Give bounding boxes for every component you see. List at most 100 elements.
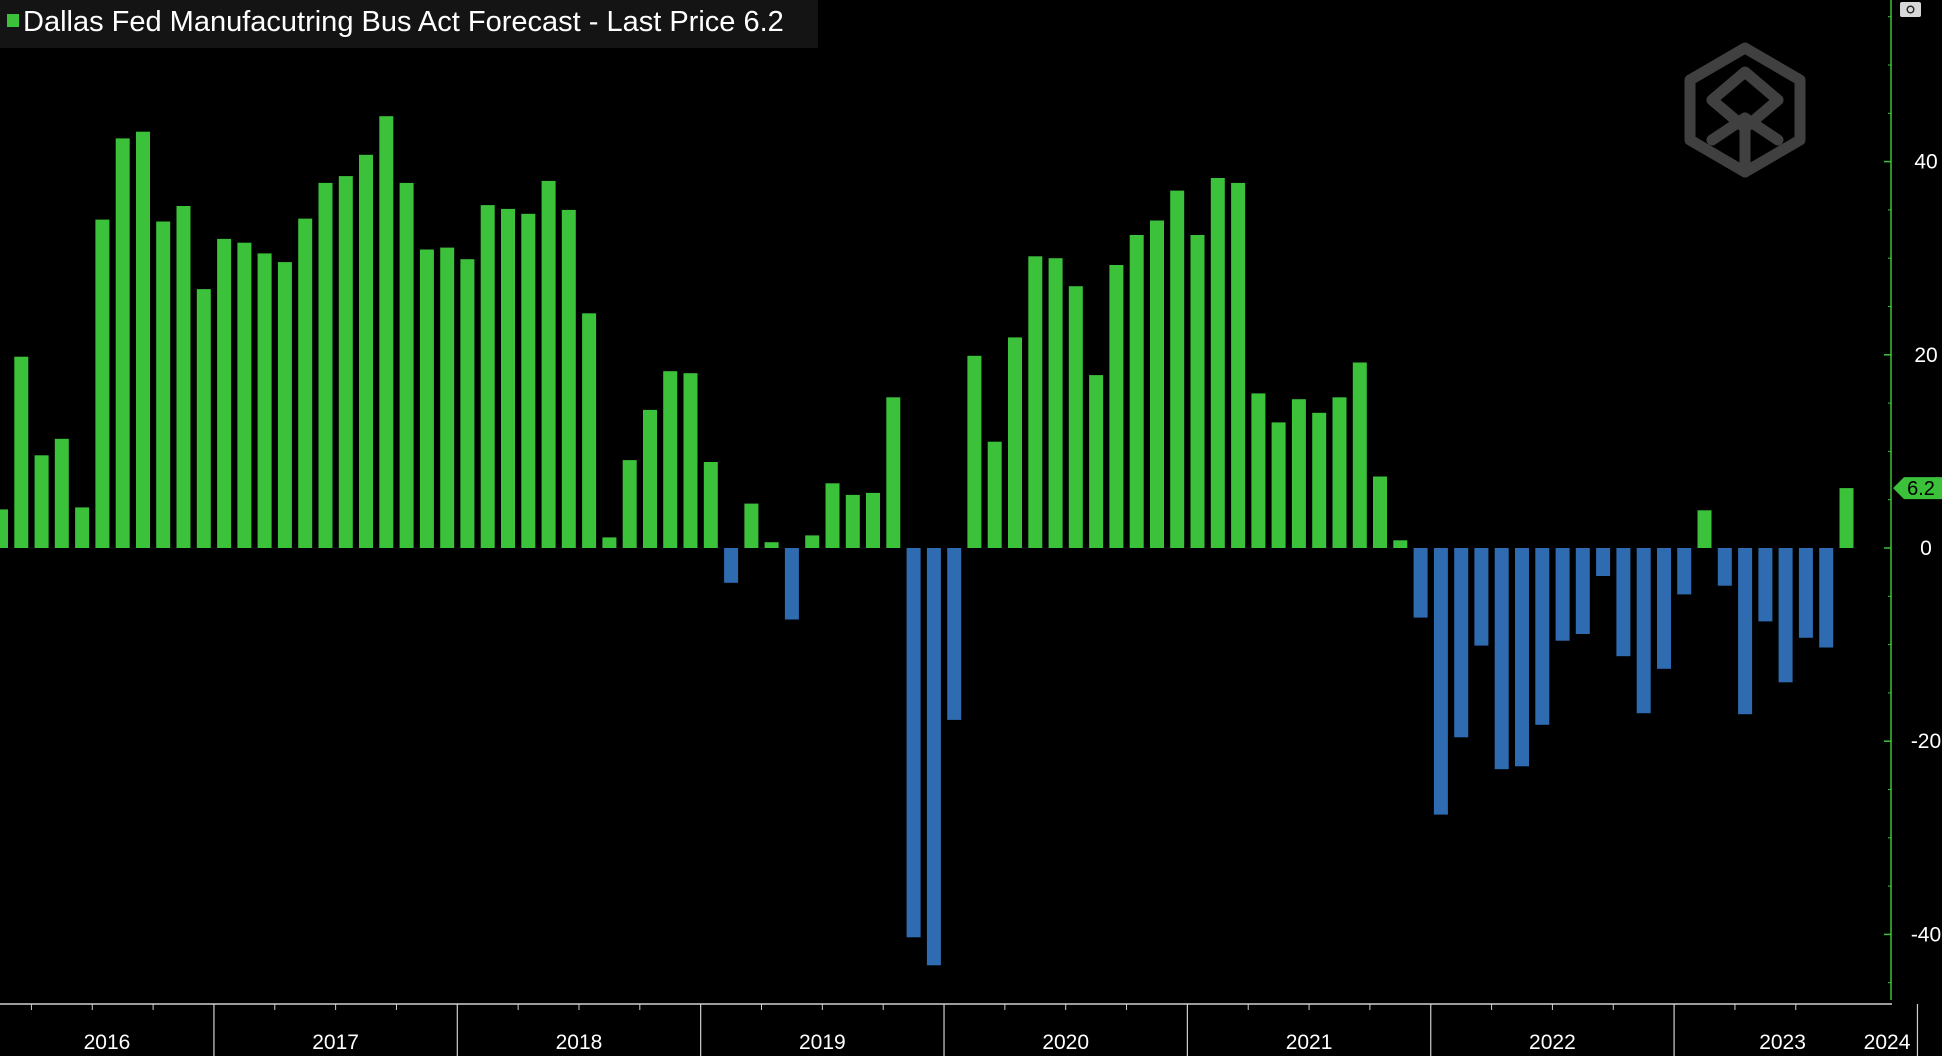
settings-icon[interactable]: [1906, 5, 1915, 14]
bar: [1616, 548, 1631, 657]
chart-title-bar: Dallas Fed Manufacutring Bus Act Forecas…: [0, 0, 818, 48]
bar: [1697, 510, 1712, 548]
bar: [338, 176, 353, 548]
bar: [318, 182, 333, 548]
bar: [1433, 548, 1448, 815]
bar: [1190, 235, 1205, 548]
bar: [703, 462, 718, 548]
bar: [1312, 412, 1327, 548]
bar: [744, 503, 759, 548]
bar: [1373, 476, 1387, 548]
logo-inner-mark: [1706, 66, 1784, 178]
logo-hexagon-outline: [1684, 42, 1806, 178]
bar: [1515, 548, 1529, 767]
bar: [866, 492, 880, 548]
bar: [845, 494, 860, 548]
bar: [156, 221, 171, 548]
bar: [1839, 488, 1854, 548]
bar: [1677, 548, 1692, 595]
bar: [257, 253, 272, 548]
bar: [561, 209, 576, 548]
y-tick-label: -20: [1911, 730, 1941, 753]
bar: [0, 509, 8, 548]
x-year-label: 2022: [1529, 1031, 1576, 1054]
bar: [217, 238, 232, 548]
bar: [906, 548, 921, 938]
bar: [480, 205, 495, 548]
bar: [1048, 258, 1063, 548]
bar: [521, 213, 536, 549]
bar: [1291, 399, 1306, 548]
x-year-label: 2018: [556, 1031, 603, 1054]
x-year-label: 2019: [799, 1031, 846, 1054]
bar: [54, 438, 69, 548]
bar: [115, 138, 130, 548]
bar: [298, 218, 313, 548]
bar: [1778, 548, 1793, 683]
bar: [1596, 548, 1611, 576]
bar: [95, 219, 110, 548]
bar: [196, 289, 211, 548]
bar: [399, 182, 414, 548]
bar: [825, 483, 840, 548]
bar: [379, 116, 394, 548]
bar: [1170, 190, 1185, 548]
bar: [501, 208, 515, 548]
bar: [967, 355, 982, 548]
y-tick-label: -40: [1911, 923, 1941, 946]
last-value-marker: 6.2: [1893, 477, 1942, 500]
bar: [643, 409, 657, 548]
bar: [1798, 548, 1813, 638]
window-control-background[interactable]: [1900, 2, 1921, 17]
bar: [926, 548, 941, 966]
bar: [1068, 286, 1083, 548]
bar: [419, 249, 434, 548]
bar: [784, 548, 799, 620]
bar: [1150, 220, 1164, 548]
bar: [1231, 182, 1246, 548]
bar: [1819, 548, 1834, 648]
title-background: [0, 0, 818, 48]
y-tick-label: 0: [1920, 537, 1932, 560]
bar: [724, 548, 739, 583]
bar: [1657, 548, 1671, 669]
bar: [237, 242, 252, 548]
bar: [75, 507, 90, 548]
bar: [277, 262, 292, 548]
y-tick-label: 20: [1914, 344, 1937, 367]
bar: [1413, 548, 1428, 618]
x-year-label: 2017: [312, 1031, 359, 1054]
bar: [1089, 375, 1104, 548]
bar: [764, 542, 779, 548]
bar: [622, 460, 637, 548]
bar: [1352, 362, 1367, 548]
bar: [1251, 393, 1266, 548]
bar: [1494, 548, 1509, 770]
bar: [1535, 548, 1550, 725]
bar: [541, 180, 556, 548]
bar: [359, 154, 373, 549]
bar: [805, 535, 820, 548]
y-tick-label: 40: [1914, 151, 1937, 174]
x-axis-year-ticks: 2016 2017 2018 2019 2020 2021 2022 2023 2024: [30, 1004, 1919, 1056]
bar: [947, 548, 962, 720]
last-value-label: 6.2: [1907, 478, 1935, 500]
bar: [1008, 337, 1022, 548]
x-year-label: 2024: [1864, 1031, 1911, 1054]
bar: [1636, 548, 1651, 714]
bar: [1454, 548, 1469, 738]
window-control-button[interactable]: [1900, 2, 1921, 17]
watermark-logo: [1684, 42, 1806, 178]
bar: [1271, 422, 1286, 548]
bar: [440, 247, 455, 548]
bar: [1555, 548, 1570, 641]
bar: [1738, 548, 1753, 715]
bar: [663, 371, 678, 548]
bar: [1109, 265, 1124, 548]
bar: [582, 313, 597, 548]
bars-layer: [0, 116, 1854, 966]
series-legend-swatch: [7, 14, 19, 27]
y-axis: 40 20 0 -20 -40 6.2: [1884, 0, 1942, 1000]
bar: [1717, 548, 1732, 586]
